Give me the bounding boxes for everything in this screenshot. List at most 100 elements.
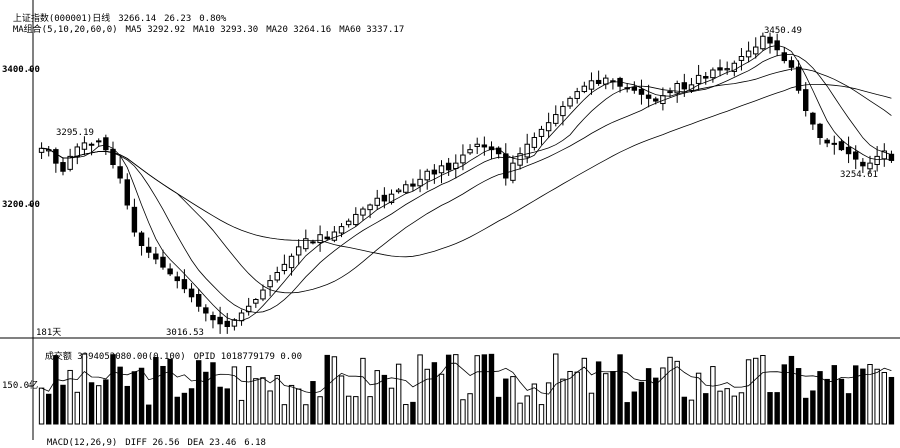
volume-bar — [638, 381, 645, 425]
volume-bar — [753, 357, 759, 425]
volume-bar — [217, 386, 223, 425]
candle-up — [731, 62, 738, 72]
candle-up — [231, 319, 238, 327]
candle-down — [153, 253, 159, 260]
candle-up — [867, 162, 873, 170]
candle-up — [74, 146, 80, 157]
volume-bar — [881, 372, 888, 425]
candle-down — [767, 36, 773, 44]
volume-bar — [795, 368, 802, 425]
candle-down — [174, 276, 180, 282]
candle-down — [53, 149, 59, 164]
volume-bar — [831, 365, 838, 425]
volume-bar — [153, 356, 159, 425]
candle-down — [324, 236, 330, 240]
chart-header: 上证指数(000001)日线 3266.14 26.23 0.80% — [2, 4, 226, 24]
volume-bar — [667, 356, 673, 425]
candle-up — [345, 220, 352, 226]
candle-up — [467, 149, 473, 154]
ma5-value: MA5 3292.92 — [125, 25, 186, 35]
volume-bar — [253, 378, 259, 425]
candle-up — [260, 289, 266, 300]
volume-bar — [717, 390, 723, 425]
volume-bar — [295, 388, 302, 425]
price-axis-label-lower: 3200.00 — [2, 200, 40, 210]
candle-down — [167, 268, 173, 275]
volume-bar — [560, 378, 566, 425]
candle-down — [131, 206, 138, 233]
volume-bar — [767, 392, 773, 425]
candle-up — [81, 142, 88, 150]
volume-bar — [38, 387, 45, 425]
candle-up — [695, 74, 702, 84]
day-count-label: 181天 — [36, 328, 62, 338]
volume-bar — [453, 354, 459, 425]
candle-up — [288, 255, 295, 269]
price-axis-label-upper: 3400.00 — [2, 65, 40, 75]
volume-bar — [110, 354, 116, 425]
candle-down — [124, 179, 130, 206]
candle-down — [117, 166, 123, 179]
candle-up — [67, 155, 73, 170]
volume-bar — [324, 354, 330, 425]
volume-bar — [653, 377, 659, 425]
volume-bar — [445, 354, 452, 425]
volume-bar — [210, 362, 216, 425]
candle-down — [845, 146, 852, 155]
volume-bar — [167, 358, 173, 425]
volume-bar — [553, 353, 559, 425]
candle-up — [438, 165, 445, 174]
candlestick-series — [38, 32, 895, 334]
volume-bar — [103, 379, 109, 425]
candle-up — [874, 155, 880, 166]
volume-bar — [431, 362, 438, 425]
candle-down — [803, 89, 809, 111]
volume-bar — [731, 395, 738, 425]
volume-bar — [188, 388, 195, 425]
ma60-line — [41, 84, 892, 258]
volume-bar — [260, 377, 266, 425]
volume-bar — [838, 378, 845, 425]
candle-up — [360, 208, 366, 216]
volume-bar — [467, 393, 473, 425]
volume-bar — [724, 388, 730, 425]
volume-bar — [238, 399, 245, 425]
candle-down — [788, 60, 795, 68]
volume-axis-label: 150.0亿 — [2, 381, 39, 391]
candle-down — [481, 144, 488, 148]
candle-down — [824, 139, 830, 144]
candle-up — [403, 184, 409, 193]
volume-bar — [503, 378, 509, 425]
volume-bar — [74, 391, 80, 425]
volume-bar — [67, 369, 73, 425]
volume-bar — [695, 372, 702, 425]
candle-down — [110, 148, 116, 166]
volume-bar — [595, 361, 602, 425]
volume-bar — [545, 382, 552, 425]
volume-bar — [745, 359, 752, 425]
candle-up — [267, 280, 273, 288]
candle-up — [738, 56, 745, 61]
ma10-line — [41, 53, 892, 313]
volume-bar — [624, 402, 630, 425]
volume-bar — [531, 383, 538, 425]
ma-legend: MA组合(5,10,20,60,0) MA5 3292.92 MA10 3293.3… — [2, 15, 404, 35]
volume-bar — [303, 404, 309, 425]
volume-bar — [367, 396, 373, 425]
volume-bar — [810, 390, 816, 425]
candle-up — [724, 68, 730, 71]
volume-bar — [603, 373, 609, 425]
volume-bar — [388, 387, 395, 425]
candle-up — [395, 189, 402, 193]
candle-up — [545, 122, 552, 132]
candle-down — [831, 142, 838, 145]
candle-up — [338, 226, 345, 234]
volume-bar — [495, 396, 502, 425]
candle-up — [553, 114, 559, 124]
volume-bar — [81, 353, 88, 425]
candle-down — [653, 98, 659, 102]
volume-opid: OPID 1018779179 0.00 — [193, 352, 303, 362]
candle-down — [838, 141, 845, 151]
volume-bar — [267, 390, 273, 425]
